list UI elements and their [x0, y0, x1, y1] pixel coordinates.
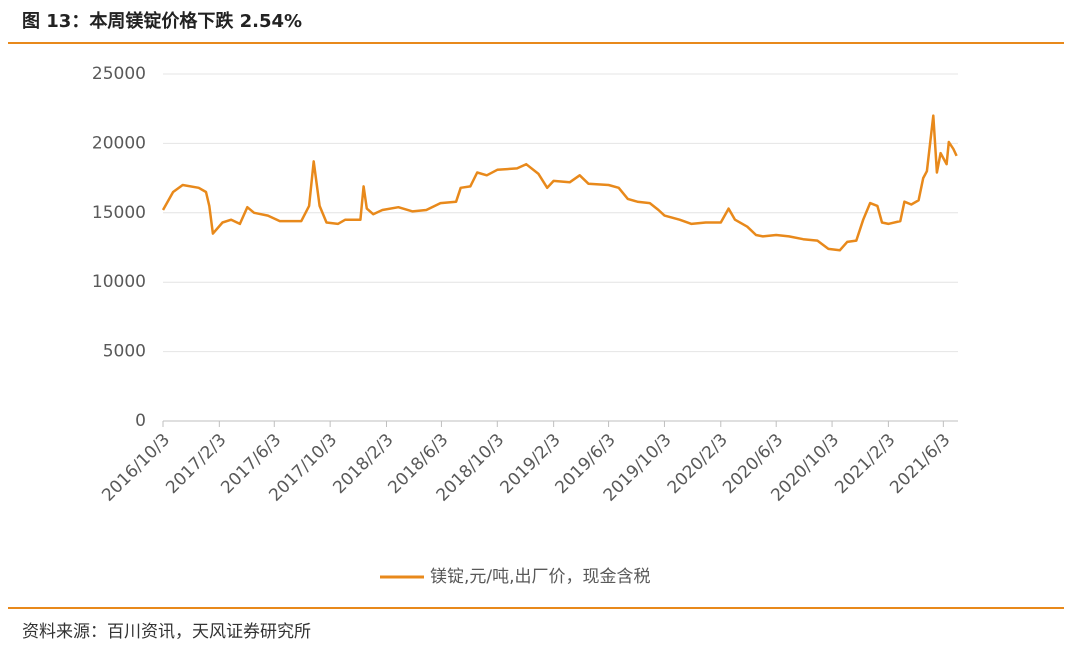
y-tick-label: 10000 — [92, 272, 146, 292]
source: 资料来源：百川资讯，天风证券研究所 — [22, 622, 311, 642]
x-tick-label: 2021/6/3 — [886, 430, 954, 498]
legend-label: 镁锭,元/吨,出厂价，现金含税 — [430, 567, 651, 587]
figure-title: 图 13：本周镁锭价格下跌 2.54% — [22, 10, 302, 32]
y-tick-label: 20000 — [92, 133, 146, 153]
y-tick-label: 5000 — [103, 342, 146, 362]
y-tick-label: 25000 — [92, 64, 146, 84]
x-tick-label: 2020/2/3 — [664, 430, 732, 498]
y-tick-label: 15000 — [92, 203, 146, 223]
series-line — [161, 114, 958, 252]
x-tick-label: 2016/10/3 — [98, 430, 174, 506]
y-tick-label: 0 — [135, 411, 146, 431]
